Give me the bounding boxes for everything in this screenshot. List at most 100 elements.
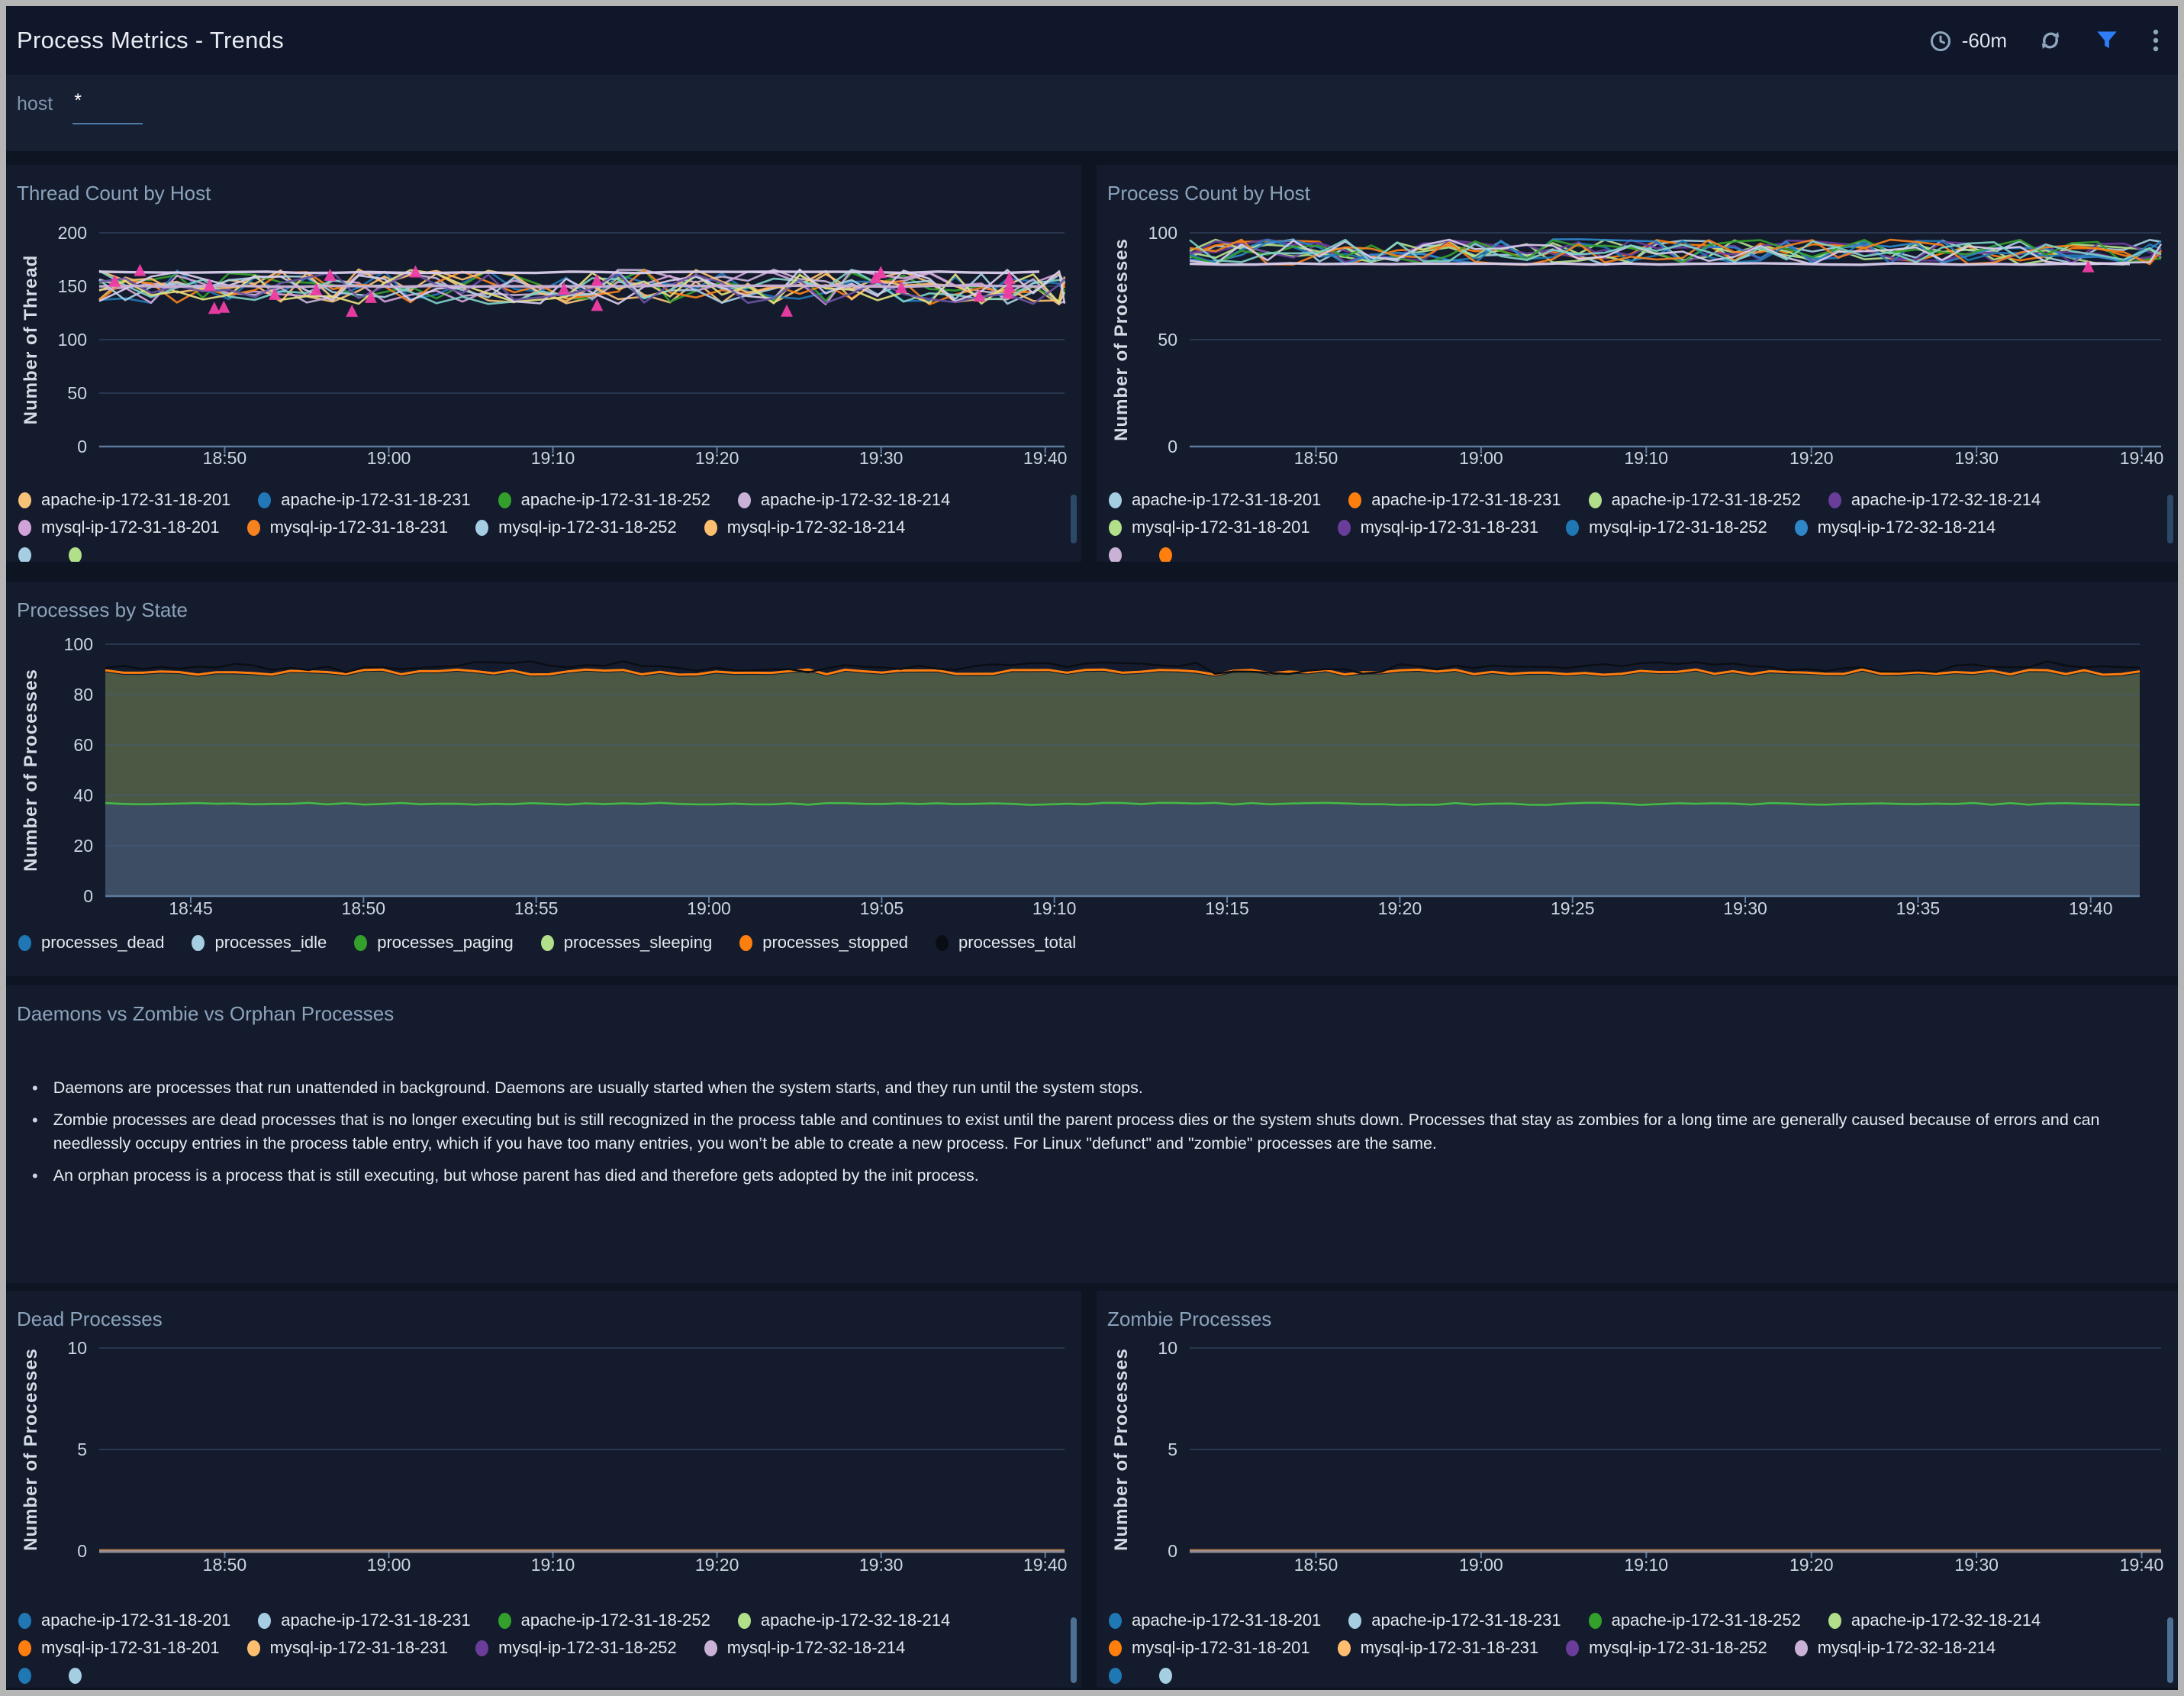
legend-label: apache-ip-172-31-18-252	[1611, 490, 1801, 509]
legend-color-dot	[258, 492, 272, 508]
legend-item[interactable]: apache-ip-172-31-18-231	[258, 1611, 471, 1630]
refresh-icon[interactable]	[2037, 27, 2063, 53]
time-range-button[interactable]: -60m	[1928, 28, 2007, 53]
legend-item[interactable]: mysql-ip-172-32-18-214	[1794, 518, 1996, 537]
legend-color-dot	[69, 1667, 82, 1684]
legend-item[interactable]: mysql-ip-172-31-18-201	[18, 518, 220, 537]
svg-text:19:10: 19:10	[1625, 448, 1669, 468]
svg-text:5: 5	[1168, 1440, 1177, 1459]
legend-item[interactable]: apache-ip-172-31-18-201	[18, 490, 230, 510]
svg-text:19:15: 19:15	[1205, 898, 1249, 918]
svg-text:19:20: 19:20	[695, 448, 739, 468]
legend-item[interactable]	[1159, 1667, 1182, 1684]
svg-text:Number of Processes: Number of Processes	[1111, 1348, 1132, 1551]
legend-item[interactable]: apache-ip-172-31-18-201	[1109, 490, 1321, 510]
legend-scrollbar[interactable]	[1071, 1617, 1077, 1683]
legend-color-dot	[1794, 1640, 1808, 1656]
legend-scrollbar[interactable]	[1071, 495, 1077, 543]
legend-item[interactable]: apache-ip-172-31-18-252	[498, 1611, 710, 1630]
legend-item[interactable]: mysql-ip-172-31-18-201	[18, 1638, 220, 1658]
kebab-menu-icon[interactable]	[2150, 27, 2161, 53]
legend-item[interactable]: mysql-ip-172-31-18-201	[1109, 518, 1310, 537]
legend-item[interactable]: mysql-ip-172-31-18-231	[246, 1638, 448, 1658]
dead-processes-chart[interactable]: 0 5 10 18:50 19:00 19:10 19:20 19:30 19:40 Number…	[6, 1291, 1081, 1600]
legend-item[interactable]: mysql-ip-172-31-18-231	[1337, 1638, 1538, 1658]
legend-color-dot	[1337, 519, 1351, 536]
legend-item[interactable]: processes_sleeping	[540, 933, 712, 953]
legend-item[interactable]: apache-ip-172-31-18-201	[1109, 1611, 1321, 1630]
legend-item[interactable]: apache-ip-172-32-18-214	[1828, 1611, 2041, 1630]
legend-item[interactable]: mysql-ip-172-31-18-252	[475, 518, 677, 537]
zombie-processes-legend: apache-ip-172-31-18-201 apache-ip-172-31-…	[1109, 1609, 2158, 1687]
legend-item[interactable]: mysql-ip-172-32-18-214	[704, 1638, 905, 1658]
legend-color-dot	[1794, 519, 1808, 536]
legend-item[interactable]	[1159, 547, 1182, 562]
legend-color-dot	[1588, 1612, 1602, 1629]
legend-color-dot	[704, 519, 717, 536]
legend-color-dot	[737, 492, 751, 508]
legend-item[interactable]: apache-ip-172-32-18-214	[737, 490, 951, 510]
filter-value-input[interactable]: *	[72, 92, 143, 124]
legend-item[interactable]: mysql-ip-172-31-18-231	[246, 518, 448, 537]
legend-item[interactable]	[18, 547, 41, 562]
panel-title: Thread Count by Host	[17, 182, 211, 205]
legend-row: apache-ip-172-31-18-201 apache-ip-172-31-…	[18, 1609, 1061, 1632]
thread-count-legend: apache-ip-172-31-18-201 apache-ip-172-31-…	[18, 488, 1061, 562]
legend-row	[1109, 543, 2158, 562]
legend-item[interactable]: mysql-ip-172-32-18-214	[1794, 1638, 1996, 1658]
legend-row: apache-ip-172-31-18-201 apache-ip-172-31-…	[1109, 1609, 2158, 1632]
legend-item[interactable]: mysql-ip-172-31-18-252	[475, 1638, 677, 1658]
legend-item[interactable]	[1109, 1667, 1132, 1684]
legend-color-dot	[1828, 1612, 1841, 1629]
legend-item[interactable]: processes_total	[936, 933, 1076, 953]
legend-item[interactable]	[69, 547, 92, 562]
legend-item[interactable]: processes_stopped	[739, 933, 908, 953]
legend-item[interactable]: mysql-ip-172-32-18-214	[704, 518, 905, 537]
legend-label: apache-ip-172-31-18-231	[1371, 1611, 1561, 1630]
legend-item[interactable]	[18, 1667, 41, 1684]
legend-item[interactable]: apache-ip-172-31-18-252	[1588, 490, 1801, 510]
panel-title: Processes by State	[17, 598, 188, 621]
filter-icon[interactable]	[2094, 27, 2120, 53]
legend-item[interactable]: apache-ip-172-31-18-201	[18, 1611, 230, 1630]
svg-text:19:10: 19:10	[1032, 898, 1077, 918]
legend-item[interactable]: processes_dead	[18, 933, 164, 953]
legend-color-dot	[1109, 1612, 1122, 1629]
legend-item[interactable]: processes_idle	[192, 933, 327, 953]
legend-item[interactable]: apache-ip-172-32-18-214	[1828, 490, 2041, 510]
legend-item[interactable]: apache-ip-172-31-18-231	[258, 490, 471, 510]
legend-item[interactable]: apache-ip-172-31-18-231	[1348, 1611, 1561, 1630]
legend-color-dot	[18, 1612, 31, 1629]
svg-text:19:05: 19:05	[860, 898, 904, 918]
legend-row: mysql-ip-172-31-18-201 mysql-ip-172-31-18…	[1109, 1636, 2158, 1659]
legend-scrollbar[interactable]	[2167, 495, 2173, 543]
legend-item[interactable]: mysql-ip-172-31-18-252	[1566, 518, 1767, 537]
svg-text:19:10: 19:10	[1625, 1555, 1669, 1575]
thread-count-chart[interactable]: 0 50 100 150 200 18:50 19:00 19:10 19:20 19:30 19:…	[6, 165, 1081, 489]
zombie-processes-chart[interactable]: 0 5 10 18:50 19:00 19:10 19:20 19:30 19:40 Number…	[1097, 1291, 2178, 1600]
legend-item[interactable]: mysql-ip-172-31-18-231	[1337, 518, 1538, 537]
svg-text:18:55: 18:55	[514, 898, 559, 918]
svg-text:18:50: 18:50	[203, 1555, 247, 1575]
legend-item[interactable]: mysql-ip-172-31-18-201	[1109, 1638, 1310, 1658]
legend-label: apache-ip-172-32-18-214	[760, 490, 951, 509]
legend-item[interactable]: apache-ip-172-31-18-252	[498, 490, 710, 510]
legend-item[interactable]: apache-ip-172-31-18-252	[1588, 1611, 1801, 1630]
processes-by-state-chart[interactable]: 0 20 40 60 80 100 18:45 18:50 18:55 19:00 19:05 19:…	[6, 582, 2178, 930]
legend-scrollbar[interactable]	[2167, 1617, 2173, 1683]
process-count-chart[interactable]: 0 50 100 18:50 19:00 19:10 19:20 19:30 19:40 Numb…	[1097, 165, 2178, 489]
legend-label: processes_stopped	[762, 933, 909, 952]
legend-color-dot	[69, 547, 82, 562]
legend-item[interactable]	[69, 1667, 92, 1684]
legend-item[interactable]: processes_paging	[354, 933, 514, 953]
legend-item[interactable]	[1109, 547, 1132, 562]
legend-item[interactable]: mysql-ip-172-31-18-252	[1566, 1638, 1767, 1658]
legend-item[interactable]: apache-ip-172-31-18-231	[1348, 490, 1561, 510]
legend-item[interactable]: apache-ip-172-32-18-214	[737, 1611, 950, 1630]
svg-text:18:50: 18:50	[1294, 1555, 1338, 1575]
svg-text:19:25: 19:25	[1551, 898, 1595, 918]
legend-color-dot	[18, 547, 31, 562]
legend-row	[18, 543, 1061, 562]
legend-label: apache-ip-172-31-18-252	[520, 490, 710, 509]
legend-color-dot	[258, 1612, 272, 1629]
